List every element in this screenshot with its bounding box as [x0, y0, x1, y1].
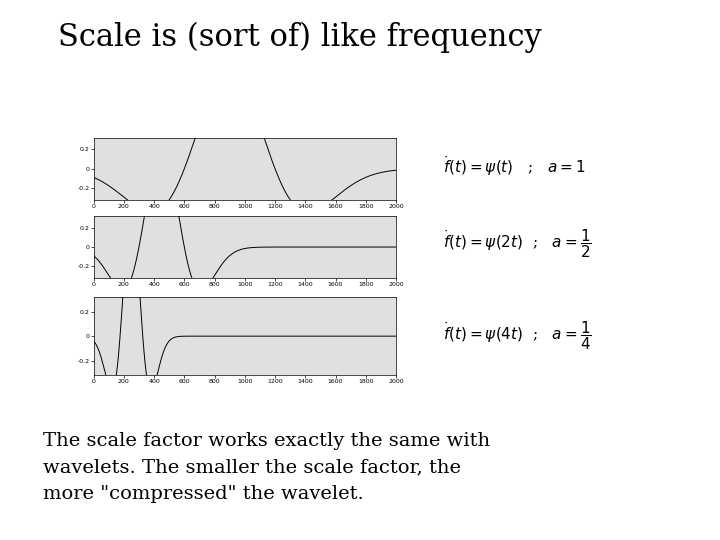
- Text: The scale factor works exactly the same with
wavelets. The smaller the scale fac: The scale factor works exactly the same …: [43, 432, 490, 503]
- Text: $\dot{f}(t) = \psi(2t)$  ;   $a = \dfrac{1}{2}$: $\dot{f}(t) = \psi(2t)$ ; $a = \dfrac{1}…: [443, 228, 592, 260]
- Text: Scale is (sort of) like frequency: Scale is (sort of) like frequency: [58, 22, 541, 53]
- Text: $\dot{f}(t) = \psi(t)$   ;   $a = 1$: $\dot{f}(t) = \psi(t)$ ; $a = 1$: [443, 154, 585, 178]
- Text: $\dot{f}(t) = \psi(4t)$  ;   $a = \dfrac{1}{4}$: $\dot{f}(t) = \psi(4t)$ ; $a = \dfrac{1}…: [443, 320, 592, 352]
